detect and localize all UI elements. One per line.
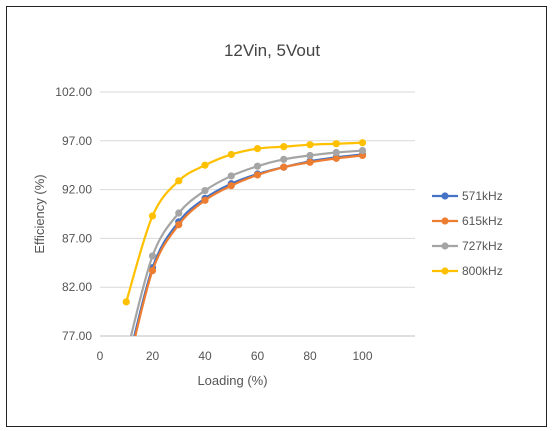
data-point: [227, 172, 235, 180]
y-tick-label: 92.00: [62, 183, 92, 197]
data-point: [253, 145, 262, 153]
legend-label: 727kHz: [462, 239, 503, 253]
x-axis-label: Loading (%): [197, 373, 267, 388]
y-tick-label: 97.00: [62, 134, 92, 148]
data-point: [175, 221, 183, 229]
chart-title: 12Vin, 5Vout: [224, 41, 320, 60]
x-tick-label: 100: [352, 349, 372, 363]
tick-labels: 77.00 82.00 87.00 92.00 97.00 102.00 0 20 40 60 80…: [55, 85, 373, 363]
data-point: [201, 161, 209, 169]
data-point: [306, 151, 314, 160]
data-point: [306, 158, 314, 166]
series-615kHz: [134, 151, 367, 336]
data-point: [175, 177, 183, 185]
x-tick-label: 80: [303, 349, 317, 363]
data-point: [280, 155, 288, 163]
data-point: [358, 139, 367, 147]
data-point: [227, 150, 235, 159]
legend-swatch-marker: [441, 267, 449, 275]
x-tick-label: 40: [198, 349, 212, 363]
legend: 571kHz 615kHz 727kHz 800kHz: [432, 189, 503, 278]
series-line: [125, 141, 363, 303]
data-point: [201, 186, 209, 195]
data-point: [253, 162, 262, 170]
data-point: [175, 209, 183, 217]
legend-label: 800kHz: [462, 264, 503, 278]
series-800kHz: [122, 139, 367, 306]
series-727kHz: [129, 146, 367, 336]
data-point: [332, 148, 340, 157]
data-point: [332, 154, 340, 162]
legend-item: 800kHz: [432, 264, 503, 278]
data-point: [148, 212, 157, 220]
legend-swatch-marker: [441, 217, 449, 225]
data-point: [253, 171, 262, 179]
x-tick-label: 60: [251, 349, 265, 363]
y-tick-label: 102.00: [55, 85, 92, 99]
data-point: [332, 140, 340, 148]
data-point: [122, 298, 130, 306]
data-point: [148, 267, 157, 275]
series-layer: [122, 139, 367, 336]
series-571kHz: [133, 150, 367, 336]
data-point: [148, 252, 157, 260]
series-line: [133, 153, 363, 336]
y-tick-label: 87.00: [62, 231, 92, 245]
gridlines: [100, 91, 415, 337]
data-point: [227, 182, 235, 190]
x-tick-label: 20: [146, 349, 160, 363]
y-tick-label: 82.00: [62, 280, 92, 294]
y-axis-label: Efficiency (%): [32, 174, 47, 253]
legend-item: 571kHz: [432, 189, 503, 203]
series-line: [129, 149, 363, 336]
data-point: [306, 141, 314, 149]
data-point: [358, 146, 367, 155]
data-point: [201, 196, 209, 204]
legend-swatch-marker: [441, 242, 449, 250]
legend-label: 571kHz: [462, 189, 503, 203]
legend-label: 615kHz: [462, 214, 503, 228]
legend-item: 727kHz: [432, 239, 503, 253]
data-point: [280, 163, 288, 171]
series-line: [134, 154, 363, 336]
chart-frame: [6, 6, 547, 427]
legend-swatch-marker: [441, 192, 449, 200]
x-tick-label: 0: [97, 349, 104, 363]
data-point: [280, 143, 288, 151]
y-tick-label: 77.00: [62, 329, 92, 343]
legend-item: 615kHz: [432, 214, 503, 228]
